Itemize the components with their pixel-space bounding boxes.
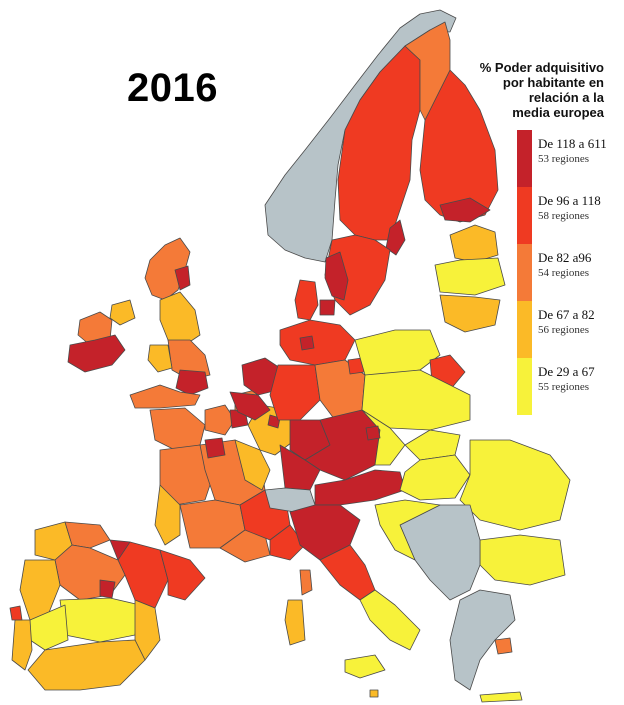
- legend-range: De 67 a 82: [538, 307, 595, 322]
- region-germany-west: [269, 364, 321, 421]
- region-ireland-se: [67, 334, 126, 373]
- region-castilla-leon: [54, 544, 126, 601]
- region-england-south: [129, 384, 201, 409]
- region-ni: [109, 299, 136, 326]
- legend-range: De 118 a 611: [538, 136, 607, 151]
- region-denmark: [294, 279, 319, 321]
- legend-count: 54 regiones: [538, 267, 590, 279]
- region-sardinia: [284, 599, 306, 646]
- region-corsica: [299, 569, 313, 596]
- legend-count: 56 regiones: [538, 324, 590, 336]
- region-sweden-north: [337, 45, 421, 241]
- region-stockholm: [385, 219, 406, 256]
- region-austria: [314, 469, 406, 506]
- region-aquitaine: [154, 484, 181, 546]
- legend-swatch: [517, 358, 532, 415]
- region-poland-north: [354, 329, 441, 376]
- region-wales: [147, 344, 173, 373]
- legend-title-line: relación a la: [528, 90, 604, 105]
- legend-swatch: [517, 130, 532, 187]
- region-balkans: [399, 504, 481, 601]
- legend-range: De 96 a 118: [538, 193, 601, 208]
- legend-title-line: % Poder adquisitivo: [479, 60, 604, 75]
- region-prague: [365, 425, 381, 441]
- legend-count: 58 regiones: [538, 210, 590, 222]
- map-year-title: 2016: [127, 66, 218, 110]
- legend-title: % Poder adquisitivo por habitante en rel…: [452, 60, 604, 120]
- region-valencia: [134, 599, 161, 661]
- region-estonia: [449, 224, 499, 263]
- region-centre-red: [204, 437, 226, 459]
- region-helsinki: [439, 197, 491, 223]
- region-lapland: [404, 21, 451, 121]
- region-hungary: [399, 454, 471, 501]
- region-portugal-south: [11, 619, 33, 671]
- region-lithuania: [439, 294, 501, 333]
- region-belgium: [229, 391, 271, 421]
- region-latvia: [434, 257, 506, 296]
- region-germany-north: [279, 319, 356, 366]
- legend-swatch: [517, 244, 532, 301]
- region-bulgaria: [479, 534, 566, 586]
- region-lisbon: [9, 605, 23, 621]
- region-croatia: [374, 499, 441, 561]
- region-slovakia: [404, 429, 461, 461]
- region-normandie: [204, 404, 236, 436]
- region-greece: [449, 589, 516, 691]
- legend-count: 53 regiones: [538, 153, 590, 165]
- region-czech: [361, 409, 406, 466]
- region-bourgogne: [234, 439, 271, 491]
- region-catalonia: [159, 549, 206, 601]
- region-sicily: [344, 654, 386, 679]
- region-castilla-mancha: [59, 597, 141, 643]
- region-london: [175, 369, 209, 396]
- region-bretagne: [149, 407, 206, 451]
- region-england-mid: [167, 339, 211, 381]
- legend-swatch: [517, 301, 532, 358]
- region-romania: [459, 439, 571, 531]
- legend-title-line: por habitante en: [502, 75, 604, 90]
- region-italy-north: [289, 504, 361, 561]
- legend-range: De 82 a96: [538, 250, 592, 265]
- region-bw: [279, 444, 321, 491]
- region-italy-south: [359, 589, 421, 651]
- region-attica: [494, 637, 513, 655]
- region-copenhagen: [319, 299, 336, 316]
- region-languedoc: [219, 529, 271, 563]
- region-madrid: [99, 579, 116, 599]
- region-asturias: [64, 521, 111, 549]
- legend-title-line: media europea: [512, 105, 604, 120]
- legend-range: De 29 a 67: [538, 364, 595, 379]
- region-andalucia: [27, 639, 146, 691]
- region-sweden-west: [324, 251, 349, 301]
- region-scotland-ne: [174, 265, 191, 291]
- region-hamburg: [299, 335, 315, 351]
- region-malta: [369, 689, 379, 698]
- region-england-north: [159, 291, 201, 346]
- legend-swatch: [517, 187, 532, 244]
- region-crete: [479, 691, 523, 703]
- legend-count: 55 regiones: [538, 381, 590, 393]
